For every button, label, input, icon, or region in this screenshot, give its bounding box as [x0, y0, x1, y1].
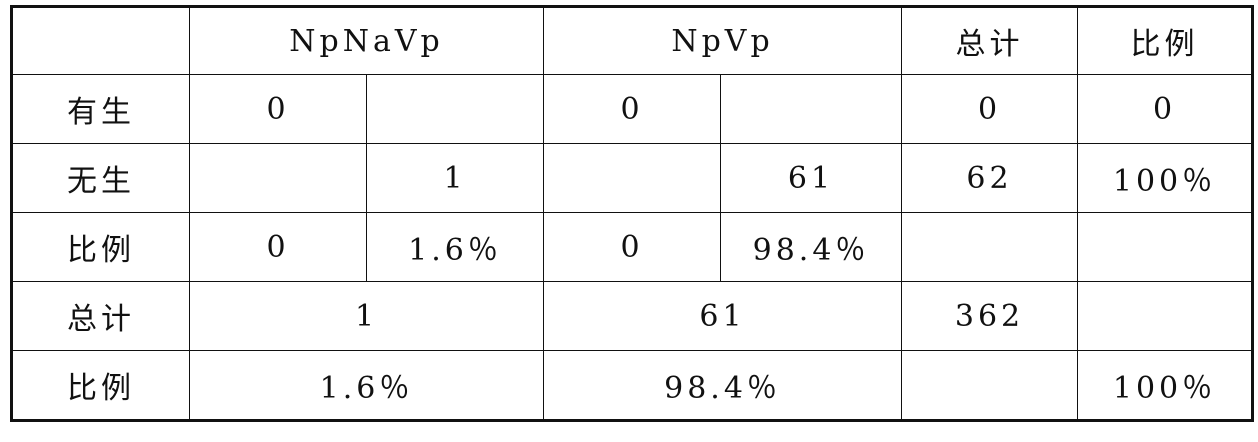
cell-npvp-a: 0 — [543, 212, 721, 282]
cell-ratio-ratio: 100％ — [1077, 350, 1254, 421]
cell-npvp-b: 61 — [719, 143, 903, 213]
cell-ratio — [1077, 212, 1254, 282]
cell-npnavp-a: 0 — [189, 212, 367, 282]
header-npnavp: NpNaVp — [189, 6, 544, 75]
cell-npnavp-a: 0 — [189, 74, 367, 144]
cell-npvp-ratio: 98.4％ — [542, 350, 903, 421]
cell-npnavp-b — [366, 74, 544, 144]
header-ratio: 比例 — [1077, 6, 1254, 75]
cell-npvp-total: 61 — [542, 281, 903, 351]
table-row-animate: 有生 0 0 0 0 — [11, 74, 1254, 144]
data-table: NpNaVp NpVp 总计 比例 有生 0 0 0 0 无生 1 61 62 … — [10, 5, 1255, 422]
cell-npvp-b — [719, 74, 903, 144]
table-row-ratio-split: 比例 0 1.6％ 0 98.4％ — [11, 212, 1254, 282]
row-label-inanimate: 无生 — [11, 143, 190, 213]
row-label-total: 总计 — [11, 281, 190, 351]
table-row-inanimate: 无生 1 61 62 100％ — [11, 143, 1254, 213]
cell-npvp-a: 0 — [543, 74, 721, 144]
header-corner-cell — [11, 6, 190, 75]
header-total: 总计 — [901, 6, 1079, 75]
cell-total: 62 — [901, 143, 1079, 213]
cell-npvp-a — [543, 143, 721, 213]
row-label-ratio: 比例 — [11, 212, 190, 282]
cell-total: 0 — [901, 74, 1079, 144]
cell-npnavp-ratio: 1.6％ — [189, 350, 544, 421]
cell-total — [901, 212, 1079, 282]
cell-ratio: 100％ — [1077, 143, 1254, 213]
row-label-ratio-total: 比例 — [11, 350, 190, 421]
table-row-total: 总计 1 61 362 — [11, 281, 1254, 351]
cell-ratio: 0 — [1077, 74, 1254, 144]
cell-npnavp-b: 1.6％ — [366, 212, 544, 282]
table-header-row: NpNaVp NpVp 总计 比例 — [11, 6, 1254, 75]
cell-total-ratio — [1077, 281, 1254, 351]
cell-npnavp-a — [189, 143, 367, 213]
cell-npnavp-total: 1 — [189, 281, 544, 351]
cell-npvp-b: 98.4％ — [719, 212, 903, 282]
cell-ratio-total — [901, 350, 1079, 421]
header-npvp: NpVp — [542, 6, 903, 75]
table-row-ratio-total: 比例 1.6％ 98.4％ 100％ — [11, 350, 1254, 421]
cell-npnavp-b: 1 — [366, 143, 544, 213]
cell-grand-total: 362 — [901, 281, 1079, 351]
row-label-animate: 有生 — [11, 74, 190, 144]
table-container: NpNaVp NpVp 总计 比例 有生 0 0 0 0 无生 1 61 62 … — [10, 5, 1255, 422]
